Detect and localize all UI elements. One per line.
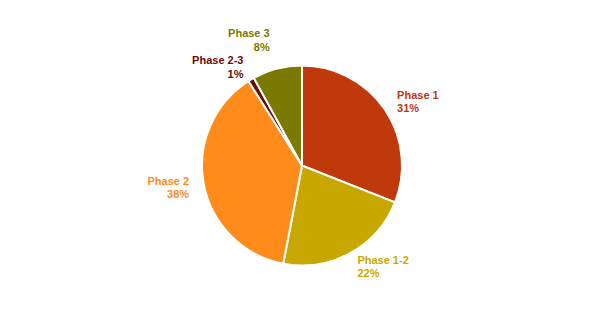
slice-label: Phase 3 8% (228, 27, 270, 52)
labels: Phase 131% Phase 1-222% Phase 238% Phase 2-… (147, 27, 438, 279)
slice-label: Phase 131% (397, 89, 439, 114)
slice-label: Phase 238% (147, 175, 189, 200)
slice-value: 38% (167, 188, 189, 200)
slice-name: Phase 2 (147, 175, 189, 187)
slice-value: 1% (228, 68, 244, 80)
slice-name: Phase 1-2 (357, 254, 408, 266)
slice-value: 22% (357, 267, 379, 279)
slice-value: 8% (254, 41, 270, 53)
slice-name: Phase 1 (397, 89, 439, 101)
slice-label: Phase 1-222% (357, 254, 408, 279)
pie: Phase 131% Phase 1-222% Phase 238% Phase 2-… (147, 27, 438, 279)
slice (254, 66, 302, 166)
slice-name: Phase 3 (228, 27, 270, 39)
slices (202, 66, 402, 266)
slice-value: 31% (397, 102, 419, 114)
slice-label: Phase 2-3 1% (192, 54, 244, 79)
chart: Phase 131% Phase 1-222% Phase 238% Phase 2-… (0, 0, 604, 331)
slice-name: Phase 2-3 (192, 54, 243, 66)
